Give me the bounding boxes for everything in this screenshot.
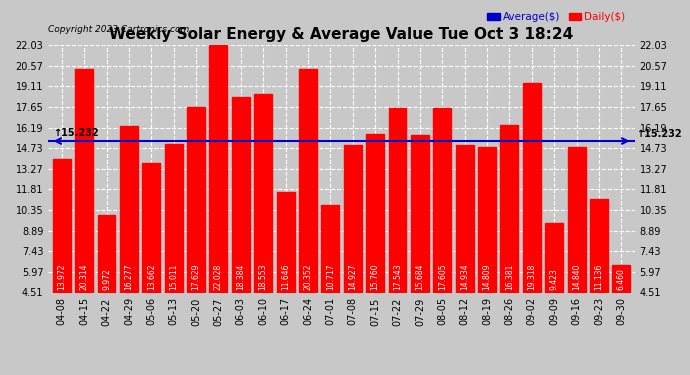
Bar: [232, 96, 250, 292]
Text: 14.809: 14.809: [482, 264, 491, 290]
Text: 17.543: 17.543: [393, 264, 402, 290]
Bar: [366, 134, 384, 292]
Text: 10.717: 10.717: [326, 264, 335, 290]
Bar: [277, 192, 295, 292]
Text: 20.352: 20.352: [304, 264, 313, 290]
Text: 14.927: 14.927: [348, 264, 357, 290]
Bar: [254, 94, 272, 292]
Text: 16.277: 16.277: [124, 264, 133, 290]
Text: 9.423: 9.423: [550, 268, 559, 290]
Bar: [500, 125, 518, 292]
Bar: [478, 147, 496, 292]
Title: Weekly Solar Energy & Average Value Tue Oct 3 18:24: Weekly Solar Energy & Average Value Tue …: [110, 27, 573, 42]
Bar: [187, 107, 205, 292]
Bar: [523, 83, 541, 292]
Bar: [142, 163, 160, 292]
Bar: [388, 108, 406, 292]
Text: 18.553: 18.553: [259, 264, 268, 290]
Text: 18.384: 18.384: [236, 264, 246, 290]
Bar: [411, 135, 429, 292]
Text: 9.972: 9.972: [102, 268, 111, 290]
Bar: [455, 145, 473, 292]
Bar: [75, 69, 93, 292]
Bar: [299, 69, 317, 292]
Text: 15.011: 15.011: [169, 264, 178, 290]
Bar: [97, 215, 115, 292]
Bar: [613, 265, 631, 292]
Text: 19.318: 19.318: [527, 264, 536, 290]
Text: Copyright 2023 Cartronics.com: Copyright 2023 Cartronics.com: [48, 25, 190, 34]
Text: 11.136: 11.136: [595, 264, 604, 290]
Bar: [433, 108, 451, 292]
Bar: [210, 45, 228, 292]
Legend: Average($), Daily($): Average($), Daily($): [483, 8, 629, 27]
Text: 13.662: 13.662: [147, 264, 156, 290]
Bar: [322, 205, 339, 292]
Text: 15.684: 15.684: [415, 264, 424, 290]
Text: 15.760: 15.760: [371, 264, 380, 290]
Text: ↑15.232: ↑15.232: [52, 128, 99, 138]
Text: 13.972: 13.972: [57, 264, 66, 290]
Bar: [120, 126, 138, 292]
Text: 17.605: 17.605: [437, 264, 447, 290]
Text: ↑15.232: ↑15.232: [636, 129, 682, 138]
Text: 6.460: 6.460: [617, 268, 626, 290]
Text: 14.840: 14.840: [572, 264, 581, 290]
Bar: [568, 147, 586, 292]
Bar: [52, 159, 70, 292]
Bar: [165, 144, 183, 292]
Text: 20.314: 20.314: [79, 264, 88, 290]
Bar: [590, 199, 608, 292]
Text: 14.934: 14.934: [460, 264, 469, 290]
Text: 11.646: 11.646: [281, 264, 290, 290]
Text: 16.381: 16.381: [505, 264, 514, 290]
Bar: [545, 223, 563, 292]
Bar: [344, 146, 362, 292]
Text: 22.028: 22.028: [214, 264, 223, 290]
Text: 17.629: 17.629: [192, 264, 201, 290]
